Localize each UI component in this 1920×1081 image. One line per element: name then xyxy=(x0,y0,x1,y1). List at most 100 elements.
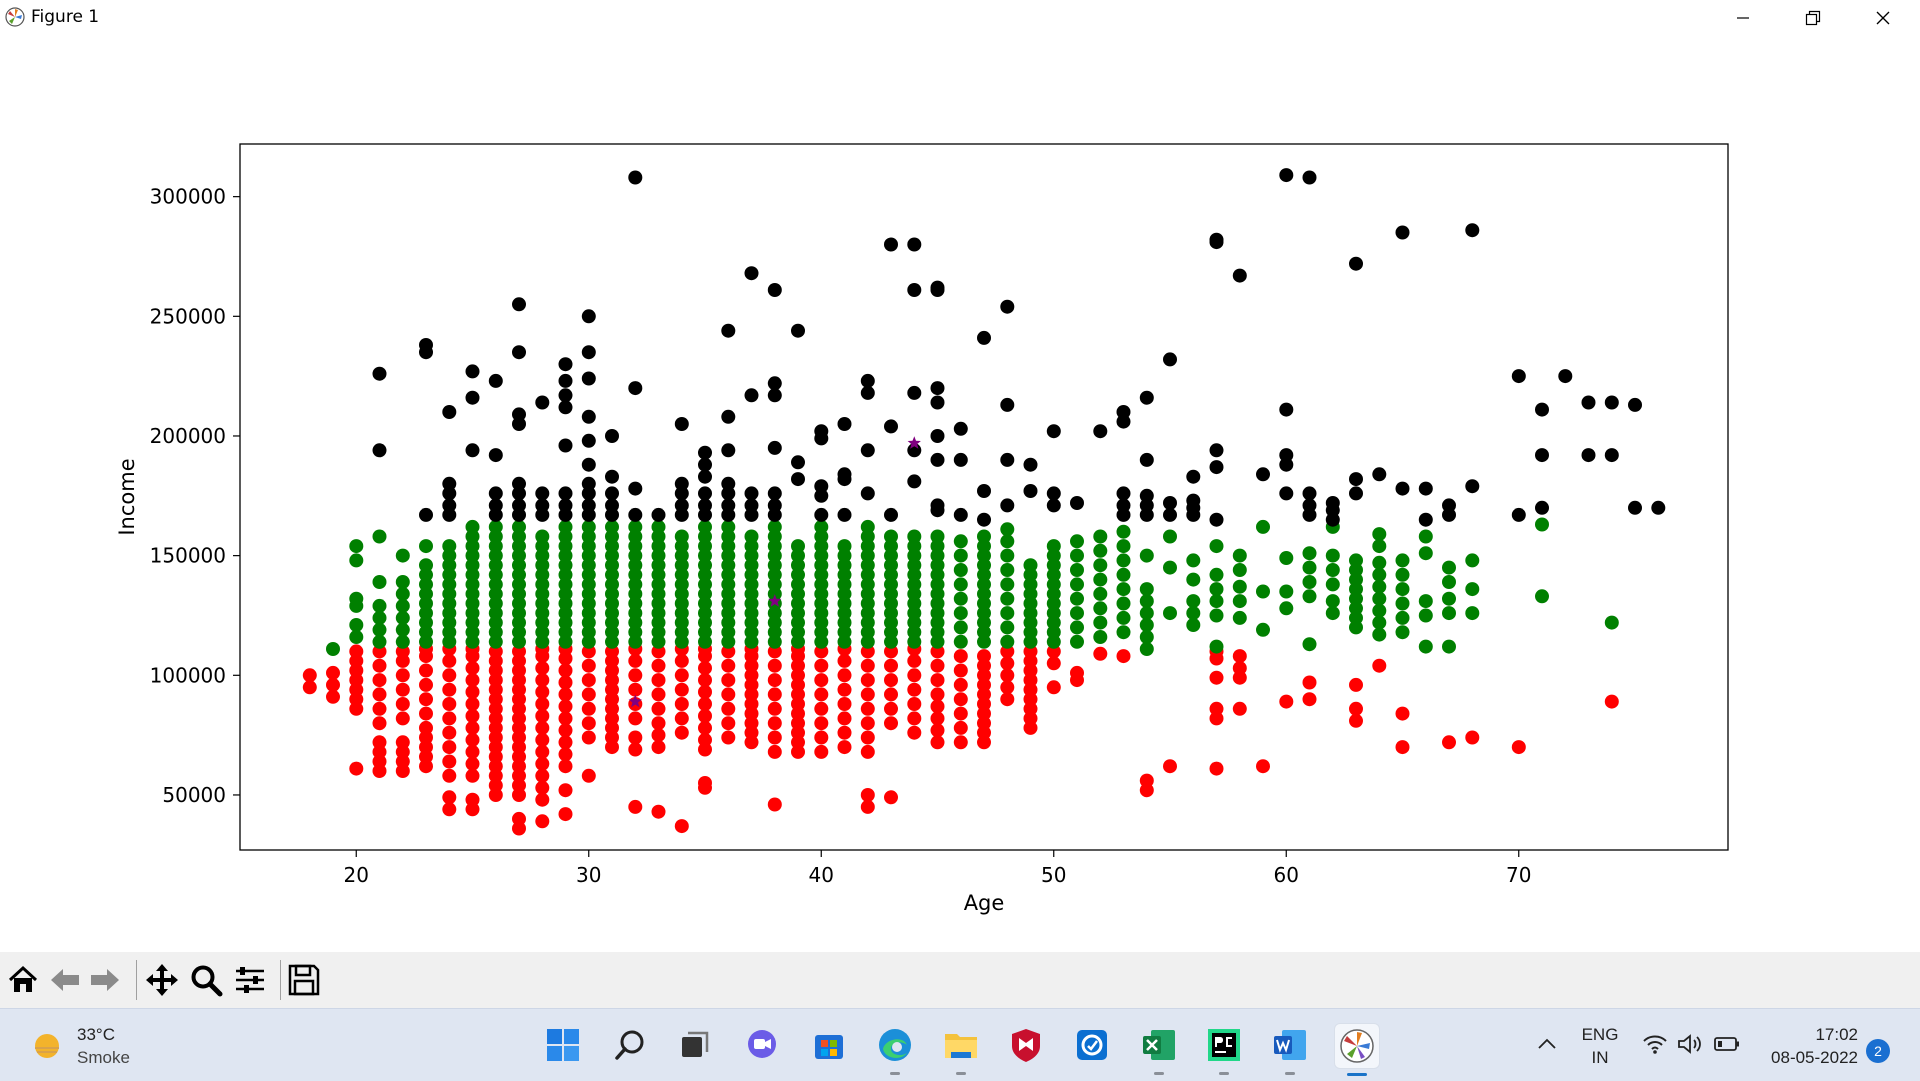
black-data-point xyxy=(372,443,387,458)
red-data-point xyxy=(581,644,596,659)
green-data-point xyxy=(767,567,782,582)
green-data-point xyxy=(767,539,782,554)
chevron-up-icon[interactable] xyxy=(1537,1037,1557,1051)
green-data-point xyxy=(744,539,759,554)
red-data-point xyxy=(512,711,526,726)
clock-time[interactable]: 17:02 xyxy=(1815,1025,1858,1044)
start-button[interactable] xyxy=(541,1023,585,1067)
red-data-point xyxy=(488,663,503,678)
figure-canvas[interactable]: 20 30 40 50 60 70 50000 100000 150000 200000 25000… xyxy=(0,36,1920,952)
green-data-point xyxy=(1070,548,1084,563)
weather-sun-icon[interactable] xyxy=(32,1031,62,1061)
green-data-point xyxy=(721,577,736,592)
red-data-point xyxy=(860,788,875,802)
black-data-point xyxy=(1535,448,1549,463)
red-data-point xyxy=(628,682,643,697)
black-data-point xyxy=(767,498,782,513)
maximize-button[interactable] xyxy=(1778,0,1848,36)
red-data-point xyxy=(349,682,364,697)
green-data-point xyxy=(1442,591,1456,606)
close-button[interactable] xyxy=(1848,0,1918,36)
green-data-point xyxy=(814,529,829,544)
green-data-point xyxy=(535,539,550,554)
black-data-point xyxy=(1070,496,1084,510)
black-data-point xyxy=(977,484,991,498)
zoom-button[interactable] xyxy=(186,960,226,1000)
green-data-point xyxy=(907,625,922,640)
red-data-point xyxy=(930,687,945,702)
green-data-point xyxy=(628,634,643,649)
task-view-button[interactable] xyxy=(673,1023,717,1067)
back-button[interactable] xyxy=(45,960,85,1000)
pycharm-button[interactable] xyxy=(1202,1023,1246,1075)
red-data-point xyxy=(419,749,433,764)
home-button[interactable] xyxy=(3,960,43,1000)
red-data-point xyxy=(651,644,666,659)
search-button[interactable] xyxy=(608,1023,652,1067)
red-data-point xyxy=(860,716,875,731)
red-data-point xyxy=(349,761,364,776)
volume-icon[interactable] xyxy=(1677,1033,1703,1055)
black-data-point xyxy=(1465,479,1480,494)
word-button[interactable] xyxy=(1268,1023,1312,1075)
excel-button[interactable] xyxy=(1137,1023,1181,1075)
green-data-point xyxy=(698,529,712,544)
edge-button[interactable] xyxy=(873,1023,917,1075)
weather-description: Smoke xyxy=(77,1048,130,1067)
green-data-point xyxy=(488,529,503,544)
save-button[interactable] xyxy=(284,960,324,1000)
configure-subplots-button[interactable] xyxy=(230,960,270,1000)
security-app-button[interactable] xyxy=(1070,1023,1114,1067)
red-data-point xyxy=(465,756,480,771)
green-data-point xyxy=(395,598,410,613)
red-data-point xyxy=(907,668,922,683)
green-data-point xyxy=(1325,594,1340,609)
black-data-point xyxy=(1349,472,1363,487)
red-data-point xyxy=(721,701,736,716)
green-data-point xyxy=(1302,575,1317,589)
green-data-point xyxy=(744,606,759,621)
red-data-point xyxy=(744,697,759,711)
x-tick-label: 30 xyxy=(576,863,601,887)
red-data-point xyxy=(674,725,689,740)
green-data-point xyxy=(1256,584,1270,599)
red-data-point xyxy=(837,711,852,726)
black-data-point xyxy=(442,476,457,491)
green-data-point xyxy=(442,625,457,640)
red-data-point xyxy=(326,677,340,692)
green-data-point xyxy=(1604,615,1619,630)
battery-icon[interactable] xyxy=(1714,1035,1740,1053)
black-data-point xyxy=(767,376,782,391)
store-button[interactable] xyxy=(807,1023,851,1067)
chat-button[interactable] xyxy=(740,1023,784,1067)
forward-button[interactable] xyxy=(85,960,125,1000)
black-data-point xyxy=(1163,507,1177,522)
notification-badge[interactable]: 2 xyxy=(1866,1039,1890,1063)
green-data-point xyxy=(628,625,643,640)
red-data-point xyxy=(465,802,480,817)
black-data-point xyxy=(907,283,922,297)
green-data-point xyxy=(535,634,550,649)
matplotlib-figure-button[interactable] xyxy=(1334,1023,1380,1076)
red-data-point xyxy=(465,697,480,711)
wifi-icon[interactable] xyxy=(1642,1033,1668,1055)
red-data-point xyxy=(372,673,387,688)
green-data-point xyxy=(1418,529,1433,544)
red-data-point xyxy=(1163,759,1177,774)
language-line-1[interactable]: ENG xyxy=(1581,1025,1619,1044)
black-data-point xyxy=(372,366,387,381)
file-explorer-button[interactable] xyxy=(939,1023,983,1075)
green-data-point xyxy=(1046,539,1061,554)
minimize-button[interactable] xyxy=(1708,0,1778,36)
green-data-point xyxy=(884,539,898,554)
clock-date[interactable]: 08-05-2022 xyxy=(1771,1048,1858,1067)
red-data-point xyxy=(791,716,805,731)
language-line-2[interactable]: IN xyxy=(1591,1048,1609,1067)
mcafee-button[interactable] xyxy=(1004,1023,1048,1067)
green-data-point xyxy=(1209,639,1224,654)
green-data-point xyxy=(1023,596,1038,611)
red-data-point xyxy=(977,658,991,673)
green-data-point xyxy=(814,596,829,611)
pan-button[interactable] xyxy=(142,960,182,1000)
red-data-point xyxy=(1000,668,1015,683)
